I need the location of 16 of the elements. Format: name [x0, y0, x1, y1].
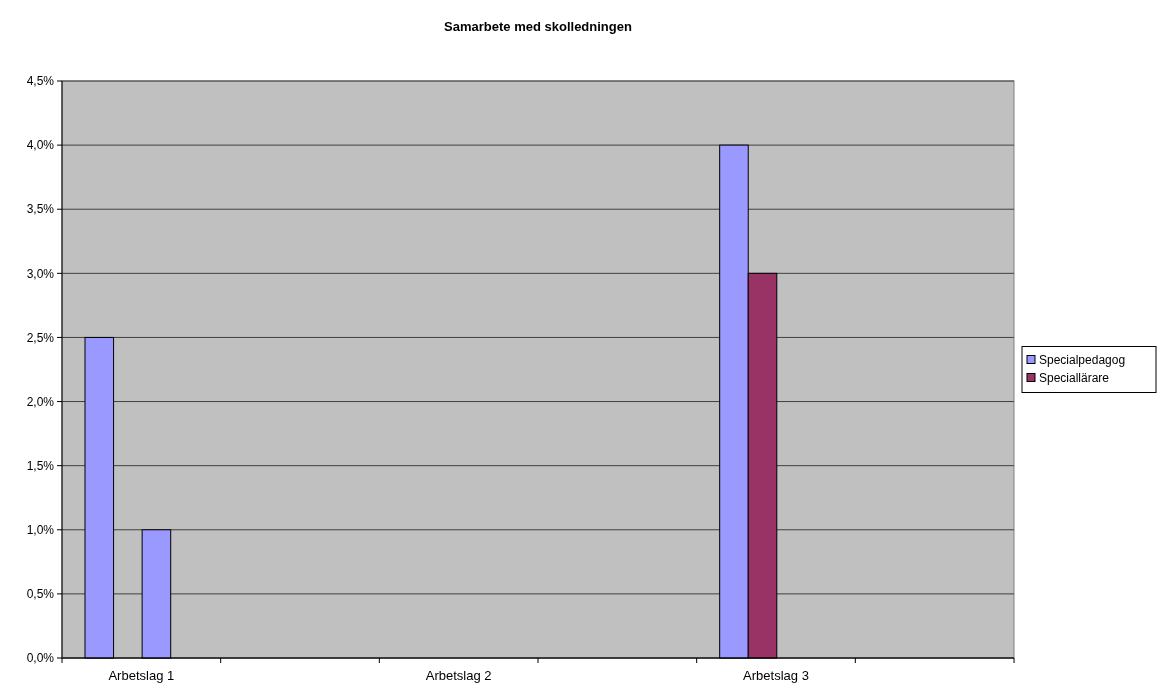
y-tick-label: 2,5% [26, 330, 55, 345]
x-tick-label: Arbetslag 1 [108, 668, 175, 683]
legend-label: Speciallärare [1039, 370, 1110, 385]
chart-title: Samarbete med skolledningen [444, 19, 632, 34]
x-tick-label: Arbetslag 2 [425, 668, 492, 683]
y-tick-label: 4,5% [26, 74, 55, 89]
y-tick-label: 1,5% [26, 458, 55, 473]
x-tick-label: Arbetslag 3 [743, 668, 809, 683]
y-tick-label: 0,0% [26, 651, 55, 666]
y-tick-label: 2,0% [26, 394, 55, 409]
y-tick-label: 3,5% [26, 202, 55, 217]
y-tick-label: 0,5% [26, 587, 55, 602]
legend-label: Specialpedagog [1039, 352, 1126, 367]
y-tick-label: 3,0% [26, 266, 55, 281]
y-tick-label: 1,0% [26, 522, 55, 537]
y-tick-label: 4,0% [26, 138, 55, 153]
